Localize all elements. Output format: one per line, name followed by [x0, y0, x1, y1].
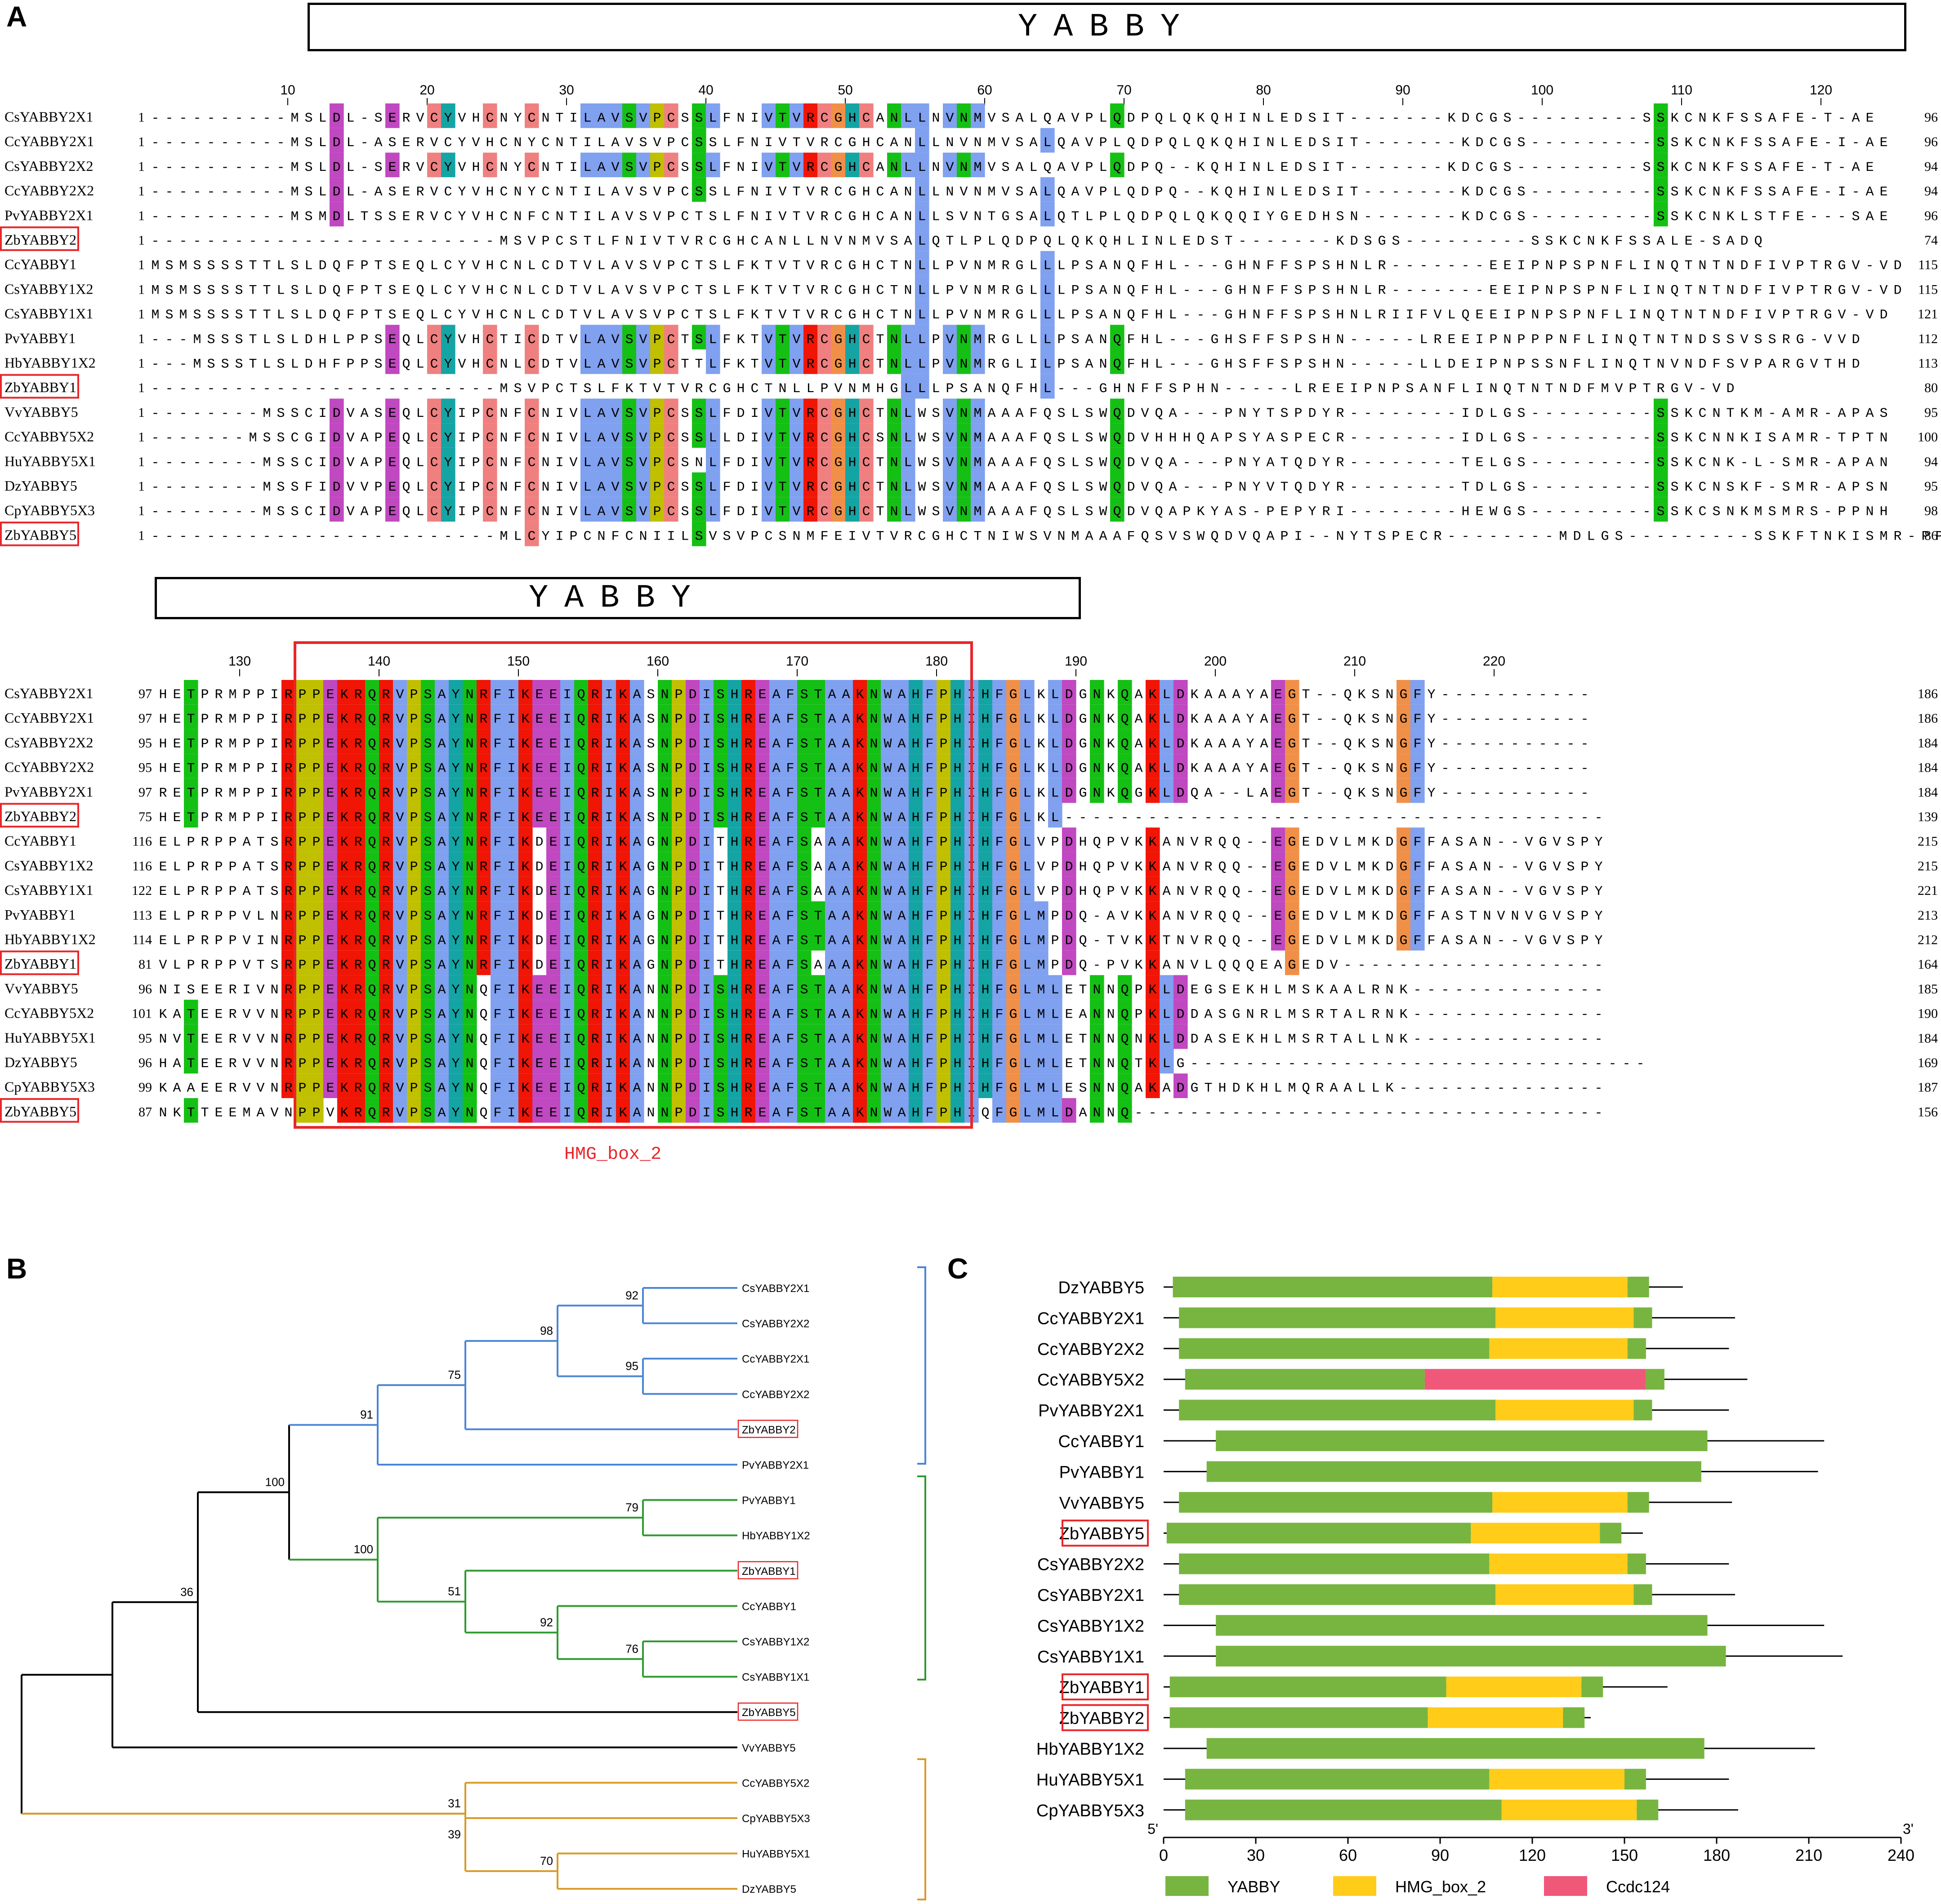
residue-shade [385, 103, 400, 128]
residue: Y [444, 111, 452, 126]
residue: L [346, 111, 354, 126]
residue: A [597, 111, 605, 126]
residue-shade [441, 103, 455, 128]
residue: R [402, 111, 410, 126]
residue: - [165, 111, 173, 126]
residue-shade [706, 103, 720, 128]
residue: - [360, 111, 368, 126]
residue: G [834, 111, 842, 126]
residue: M [290, 111, 299, 126]
residue-shade [776, 103, 790, 128]
ruler-label: 120 [1810, 83, 1832, 98]
residue: I [750, 111, 759, 126]
residue: R [806, 111, 814, 126]
residue-shade [762, 103, 776, 128]
residue: I [569, 111, 577, 126]
residue: T [778, 111, 786, 126]
yabby-domain-box-bottom-title: YABBY [529, 580, 707, 617]
residue: N [500, 111, 508, 126]
residue: S [681, 111, 689, 126]
residue: C [430, 111, 438, 126]
residue: V [458, 111, 466, 126]
residue: - [179, 111, 187, 126]
residue: S [695, 111, 703, 126]
residue: - [207, 111, 215, 126]
residue-shade [483, 103, 497, 128]
ruler-label: 80 [1256, 83, 1271, 98]
residue-shade [622, 103, 637, 128]
residue: - [193, 111, 201, 126]
residue: T [555, 111, 563, 126]
sequence-name: CsYABBY2X1 [4, 108, 93, 125]
residue: D [332, 111, 340, 126]
residue: L [583, 111, 591, 126]
ruler-label: 70 [1116, 83, 1131, 98]
residue: C [820, 111, 828, 126]
residue: V [792, 111, 800, 126]
residue: P [653, 111, 661, 126]
residue: C [486, 111, 494, 126]
residue: - [221, 111, 229, 126]
residue: - [263, 111, 271, 126]
residue-shade [790, 103, 804, 128]
residue: - [249, 111, 257, 126]
ruler-label: 110 [1671, 83, 1692, 98]
residue: L [709, 111, 717, 126]
residue: S [625, 111, 633, 126]
yabby-domain-box-top: YABBY [308, 3, 1906, 51]
ruler-label: 30 [559, 83, 574, 98]
residue-shade [636, 103, 651, 128]
residue-shade [650, 103, 665, 128]
residue-shade [330, 103, 344, 128]
residue-shade [817, 103, 832, 128]
ruler-label: 60 [977, 83, 992, 98]
residue: N [736, 111, 745, 126]
residue: S [374, 111, 382, 126]
residue-shade [803, 103, 818, 128]
ruler-label: 50 [838, 83, 852, 98]
sequence-start: 1 [138, 110, 145, 125]
residue: H [472, 111, 480, 126]
residue-shade [692, 103, 706, 128]
ruler-label: 20 [419, 83, 434, 98]
residue: Y [513, 111, 522, 126]
residue: V [416, 111, 424, 126]
residue: E [388, 111, 396, 126]
residue-shade [580, 103, 595, 128]
residue: V [639, 111, 647, 126]
residue: C [667, 111, 675, 126]
residue: N [541, 111, 549, 126]
residue: V [611, 111, 619, 126]
residue-shade [525, 103, 539, 128]
residue: S [304, 111, 312, 126]
residue-shade [594, 103, 609, 128]
residue-shade [664, 103, 678, 128]
yabby-domain-box-top-title: YABBY [1018, 9, 1196, 45]
alignment-row: CsYABBY2X1 1- - - - - - - - - - M S L D L - S E R V C Y V H C N Y C N… [4, 103, 1938, 128]
residue-shade [831, 103, 846, 128]
residue: F [723, 111, 731, 126]
residue: - [151, 111, 159, 126]
residue: - [277, 111, 285, 126]
panel-a-label: A [6, 0, 27, 33]
residue-shade [608, 103, 623, 128]
ruler-label: 10 [280, 83, 295, 98]
residue-shade [427, 103, 442, 128]
yabby-domain-box-bottom: YABBY [155, 577, 1081, 619]
residue: C [527, 111, 535, 126]
residue: - [235, 111, 243, 126]
residue: L [318, 111, 326, 126]
ruler-label: 40 [698, 83, 713, 98]
ruler-label: 90 [1395, 83, 1410, 98]
ruler-label: 100 [1531, 83, 1553, 98]
residue: V [764, 111, 772, 126]
